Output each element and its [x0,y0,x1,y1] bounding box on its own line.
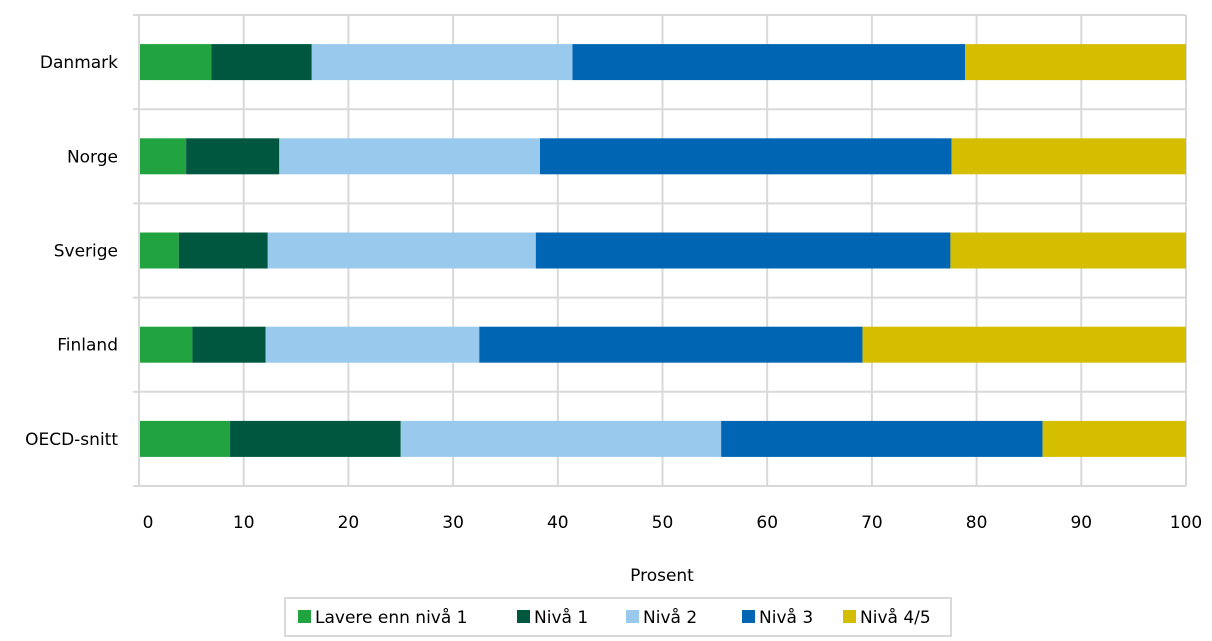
bar-oecd-snitt-series-1 [139,420,231,457]
bar-danmark-series-5 [965,44,1186,81]
legend-box [284,597,952,637]
x-tick-label: 90 [1070,513,1092,533]
x-axis-title: Prosent [630,566,694,586]
bar-sverige-series-5 [950,232,1186,269]
legend-swatch [298,610,311,623]
x-tick-label: 0 [143,513,154,533]
x-tick-label: 30 [442,513,464,533]
bar-finland-series-1 [139,326,193,363]
x-tick-label: 60 [756,513,778,533]
bars [139,44,1186,457]
y-tick-label: Sverige [54,242,118,262]
x-tick-label: 80 [966,513,988,533]
legend-swatch [626,610,639,623]
legend-swatch [517,610,530,623]
bar-sverige-series-3 [267,232,536,269]
bar-sverige-series-4 [535,232,951,269]
axes: Danmark Norge Sverige Finland OECD-snitt 0 10 2… [25,14,1202,533]
x-tick-label: 100 [1170,513,1202,533]
bar-finland-series-3 [265,326,480,363]
bar-danmark-series-1 [139,44,212,81]
bar-danmark-series-3 [311,44,573,81]
x-tick-label: 20 [338,513,360,533]
bar-finland-series-5 [862,326,1186,363]
y-tick-label: Finland [57,336,118,356]
bar-sverige-series-2 [178,232,268,269]
legend-label: Nivå 4/5 [860,607,931,628]
legend-label: Lavere enn nivå 1 [315,607,468,628]
legend-label: Nivå 1 [534,607,588,628]
x-tick-label: 70 [861,513,883,533]
bar-finland-series-4 [479,326,863,363]
bar-norge-series-4 [540,138,952,175]
legend-swatch [843,610,856,623]
bar-oecd-snitt-series-4 [721,420,1043,457]
bar-finland-series-2 [192,326,266,363]
legend-label: Nivå 3 [759,607,813,628]
legend-swatch [742,610,755,623]
bar-norge-series-2 [186,138,280,175]
bar-oecd-snitt-series-3 [400,420,722,457]
legend-label: Nivå 2 [643,607,697,628]
bar-sverige-series-1 [139,232,179,269]
bar-danmark-series-2 [211,44,312,81]
x-tick-label: 10 [233,513,255,533]
x-tick-label: 50 [652,513,674,533]
x-tick-label: 40 [547,513,569,533]
bar-norge-series-1 [139,138,187,175]
bar-oecd-snitt-series-2 [230,420,401,457]
legend: Lavere enn nivå 1 Nivå 1 Nivå 2 Nivå 3 Nivå … [284,597,952,637]
bar-oecd-snitt-series-5 [1042,420,1186,457]
y-tick-label: OECD-snitt [25,430,118,450]
y-tick-label: Danmark [40,53,118,73]
bar-norge-series-3 [279,138,541,175]
bar-norge-series-5 [951,138,1186,175]
bar-danmark-series-4 [572,44,966,81]
y-tick-label: Norge [67,147,118,167]
